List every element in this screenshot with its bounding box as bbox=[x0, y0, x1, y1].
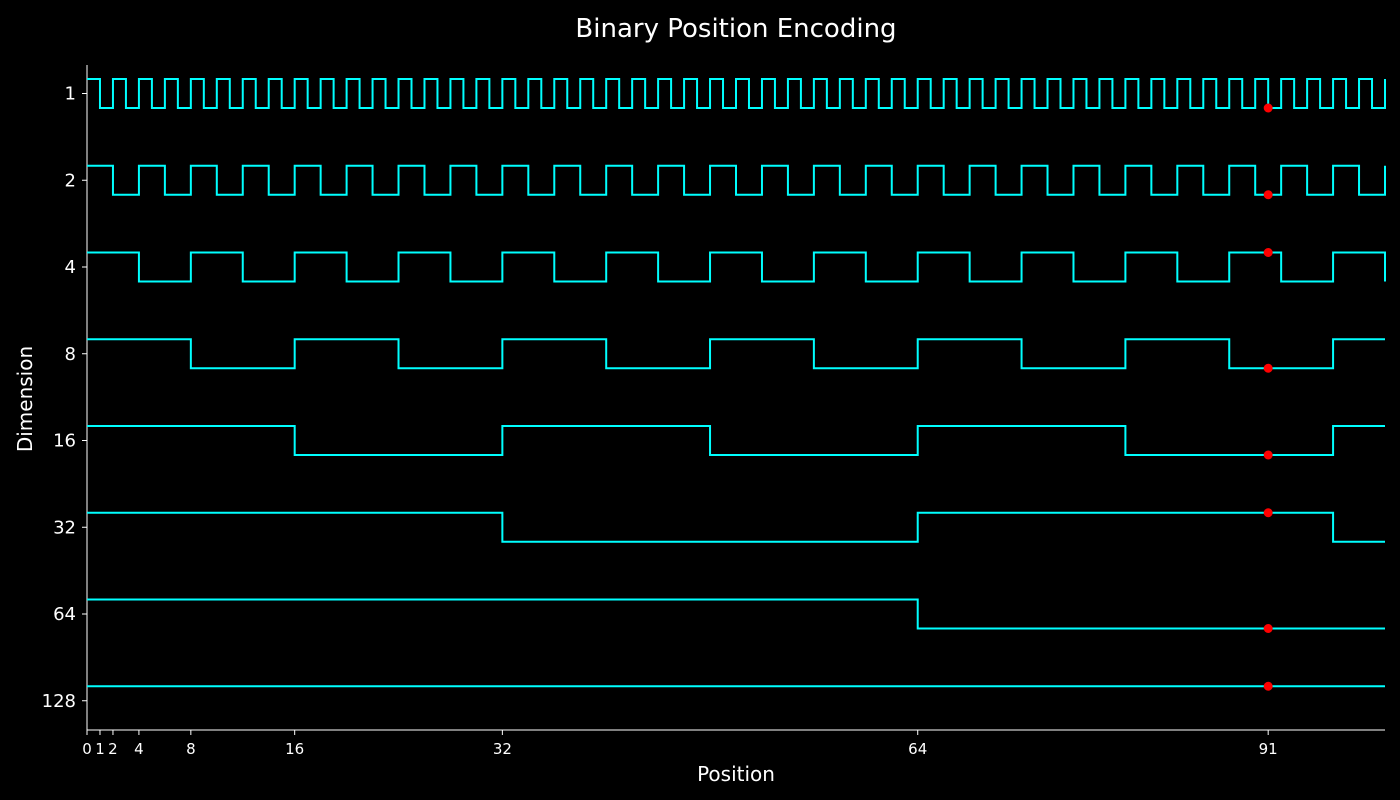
x-tick-label: 91 bbox=[1259, 740, 1278, 758]
x-tick-label: 2 bbox=[108, 740, 118, 758]
series-line-dim-8 bbox=[87, 338, 1385, 370]
y-axis-label: Dimension bbox=[13, 346, 37, 452]
highlight-marker bbox=[1263, 190, 1273, 200]
highlight-markers bbox=[1263, 103, 1273, 691]
highlight-marker bbox=[1263, 681, 1273, 691]
x-tick-labels: 0 1 2 4 8 16 32 64 91 bbox=[82, 730, 1278, 758]
x-tick-label: 1 bbox=[95, 740, 105, 758]
x-tick-label: 64 bbox=[908, 740, 927, 758]
x-tick-label: 8 bbox=[186, 740, 196, 758]
y-tick-labels: 1 2 4 8 16 32 64 128 bbox=[42, 84, 87, 712]
y-tick-label: 8 bbox=[65, 344, 76, 365]
x-axis-label: Position bbox=[697, 762, 775, 786]
series-lines bbox=[87, 78, 1386, 688]
series-line-dim-64 bbox=[87, 598, 1385, 630]
y-tick-label: 64 bbox=[53, 604, 76, 625]
series-line-dim-4 bbox=[87, 251, 1386, 283]
y-tick-label: 1 bbox=[65, 84, 76, 105]
highlight-marker bbox=[1263, 248, 1273, 257]
x-tick-label: 16 bbox=[285, 740, 304, 758]
y-tick-label: 128 bbox=[42, 691, 76, 712]
series-line-dim-16 bbox=[87, 425, 1385, 456]
x-tick-label: 0 bbox=[82, 740, 92, 758]
highlight-marker bbox=[1263, 363, 1273, 373]
y-tick-label: 32 bbox=[53, 517, 76, 538]
highlight-marker bbox=[1263, 508, 1273, 518]
chart-title: Binary Position Encoding bbox=[575, 14, 896, 44]
series-line-dim-2 bbox=[87, 164, 1386, 196]
highlight-marker bbox=[1263, 103, 1273, 113]
x-tick-label: 32 bbox=[493, 740, 512, 758]
series-line-dim-1 bbox=[87, 78, 1386, 109]
y-tick-label: 16 bbox=[53, 431, 76, 452]
y-tick-label: 4 bbox=[65, 257, 76, 278]
x-tick-label: 4 bbox=[134, 740, 144, 758]
series-line-dim-32 bbox=[87, 511, 1385, 543]
highlight-marker bbox=[1263, 450, 1273, 460]
y-tick-label: 2 bbox=[65, 170, 76, 191]
highlight-marker bbox=[1263, 624, 1273, 633]
